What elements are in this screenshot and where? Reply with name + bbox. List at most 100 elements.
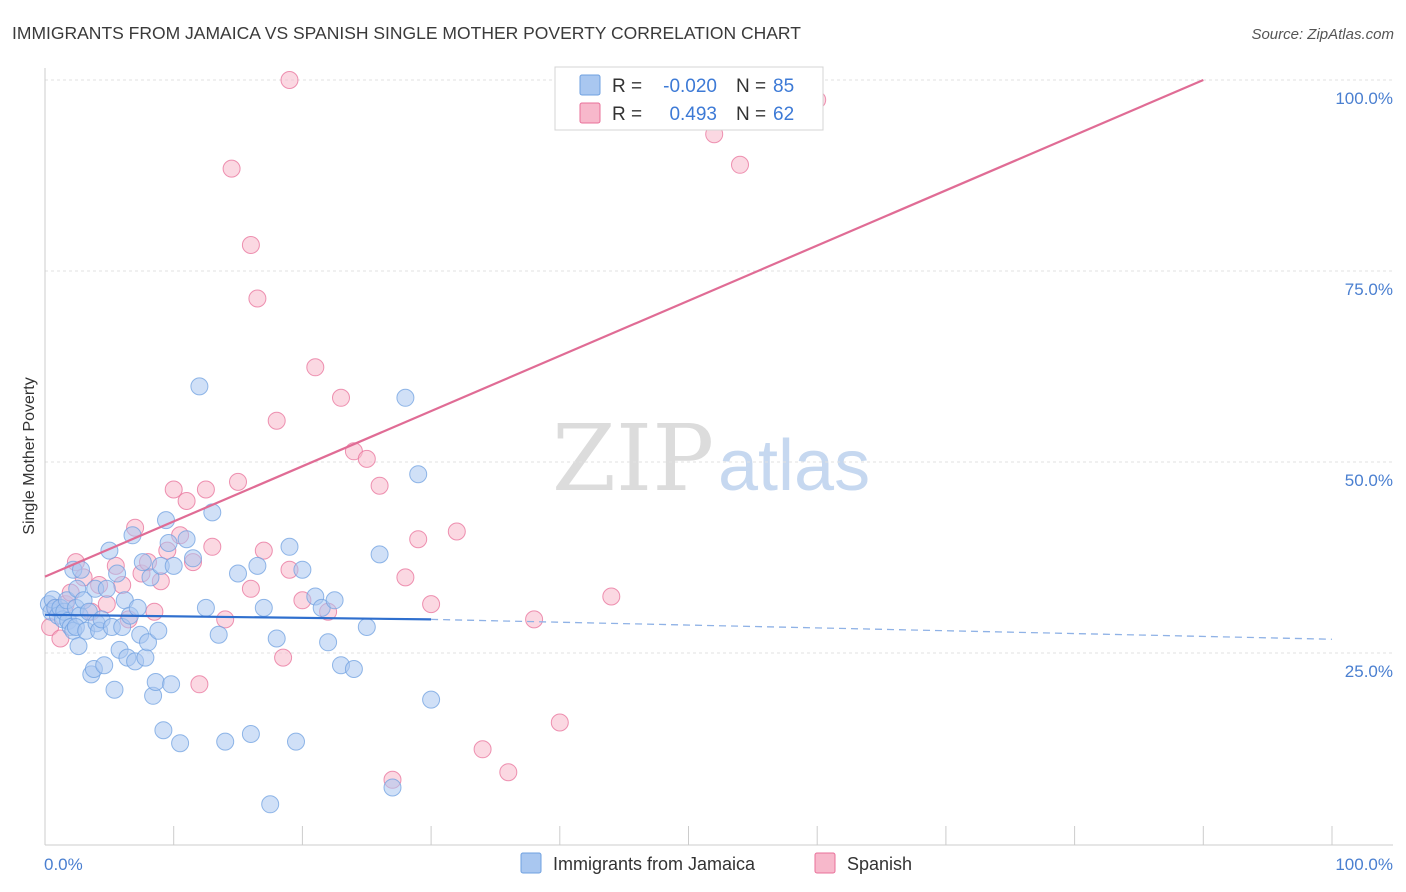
jamaica-trend-line	[44, 613, 432, 621]
spanish-point-31	[274, 648, 293, 667]
spanish-point-23	[190, 675, 209, 694]
jamaica-point-52	[157, 511, 175, 530]
jamaica-point-82	[396, 388, 415, 407]
spanish-point-43	[422, 595, 441, 614]
spanish-point-21	[177, 492, 196, 510]
jamaica-point-63	[216, 732, 235, 751]
y-tick-label-0: 25.0%	[1345, 662, 1393, 681]
axes	[44, 68, 1393, 846]
jamaica-point-65	[241, 725, 260, 743]
grid-lines	[45, 79, 1393, 654]
series-legend: Immigrants from Jamaica Spanish	[520, 852, 912, 874]
spanish-point-25	[203, 537, 222, 556]
jamaica-point-80	[370, 545, 389, 564]
jamaica-point-67	[254, 598, 273, 617]
spanish-point-46	[499, 763, 518, 782]
spanish-point-48	[550, 713, 569, 732]
spanish-point-54	[731, 155, 749, 174]
spanish-point-38	[357, 449, 376, 468]
bottom-legend-swatch-jamaica	[520, 852, 542, 874]
watermark-atlas: atlas	[718, 426, 870, 506]
spanish-point-58	[222, 159, 241, 178]
watermark-zip: ZIP	[552, 405, 714, 512]
spanish-point-36	[332, 388, 350, 407]
spanish-point-47	[525, 610, 544, 629]
legend-r-label-1: R =	[612, 76, 642, 97]
jamaica-point-83	[409, 465, 428, 484]
spanish-point-59	[241, 236, 260, 254]
y-axis-label: Single Mother Poverty	[21, 377, 38, 534]
spanish-point-45	[473, 740, 492, 759]
x-tick-labels: 0.0% 100.0%	[44, 855, 1393, 874]
chart-title: IMMIGRANTS FROM JAMAICA VS SPANISH SINGL…	[12, 23, 801, 43]
spanish-point-27	[229, 472, 247, 491]
legend-swatch-spanish	[579, 102, 601, 124]
legend-swatch-jamaica	[579, 74, 601, 96]
jamaica-point-28	[95, 656, 114, 675]
spanish-point-28	[241, 579, 260, 598]
jamaica-point-44	[136, 648, 155, 667]
jamaica-point-62	[209, 625, 228, 644]
y-tick-label-1: 50.0%	[1345, 471, 1393, 490]
jamaica-point-84	[422, 690, 441, 709]
spanish-point-16	[145, 602, 164, 621]
jamaica-point-81	[383, 778, 402, 797]
jamaica-point-46	[141, 568, 160, 587]
jamaica-point-70	[280, 537, 299, 556]
spanish-point-42	[409, 530, 428, 549]
spanish-trend-line	[44, 78, 1204, 578]
legend-n-value-1: 85	[773, 76, 794, 97]
spanish-point-24	[196, 480, 215, 499]
spanish-point-44	[447, 522, 466, 541]
legend-r-value-2: 0.493	[669, 104, 717, 125]
legend-n-label-1: N =	[736, 76, 766, 97]
trend-lines	[44, 78, 1333, 640]
jamaica-point-75	[319, 633, 338, 652]
jamaica-point-71	[287, 732, 305, 751]
spanish-point-61	[280, 71, 299, 89]
jamaica-point-60	[196, 598, 215, 617]
spanish-point-29	[254, 541, 273, 560]
spanish-point-49	[602, 587, 621, 606]
y-tick-label-2: 75.0%	[1345, 280, 1393, 299]
jamaica-point-64	[229, 564, 247, 583]
jamaica-point-79	[357, 618, 376, 636]
jamaica-point-78	[344, 660, 363, 678]
jamaica-point-49	[149, 621, 168, 640]
jamaica-point-66	[248, 556, 267, 575]
jamaica-point-53	[159, 534, 178, 552]
jamaica-point-57	[177, 530, 196, 549]
jamaica-point-29	[97, 579, 116, 598]
jamaica-point-55	[164, 556, 183, 575]
jamaica-point-76	[325, 591, 344, 610]
jamaica-point-17	[69, 637, 88, 656]
correlation-legend: R = -0.020 N = 85 R = 0.493 N = 62	[554, 66, 824, 131]
jamaica-point-72	[293, 560, 312, 579]
y-tick-labels: 25.0% 50.0% 75.0% 100.0%	[1335, 89, 1393, 681]
jamaica-point-56	[171, 734, 190, 753]
jamaica-point-54	[162, 675, 181, 694]
spanish-point-19	[164, 480, 183, 499]
chart-source: Source: ZipAtlas.com	[1251, 26, 1394, 43]
jamaica-point-58	[184, 549, 202, 568]
legend-n-label-2: N =	[736, 104, 766, 125]
bottom-legend-label-jamaica: Immigrants from Jamaica	[553, 854, 756, 874]
spanish-point-9	[97, 595, 116, 614]
spanish-point-34	[306, 358, 325, 377]
jamaica-point-69	[267, 629, 286, 648]
jamaica-trend-line-extension	[431, 618, 1333, 640]
y-tick-label-3: 100.0%	[1335, 89, 1393, 108]
bottom-legend-label-spanish: Spanish	[847, 854, 912, 874]
x-tick-label-1: 100.0%	[1335, 855, 1393, 874]
jamaica-point-45	[139, 633, 157, 652]
legend-r-label-2: R =	[612, 104, 642, 125]
legend-r-value-1: -0.020	[663, 76, 717, 97]
legend-n-value-2: 62	[773, 104, 794, 125]
jamaica-point-41	[128, 598, 147, 617]
spanish-point-60	[248, 289, 267, 308]
x-tick-label-0: 0.0%	[44, 855, 83, 874]
spanish-point-26	[216, 610, 235, 629]
jamaica-point-43	[133, 553, 152, 572]
jamaica-point-48	[146, 673, 165, 691]
